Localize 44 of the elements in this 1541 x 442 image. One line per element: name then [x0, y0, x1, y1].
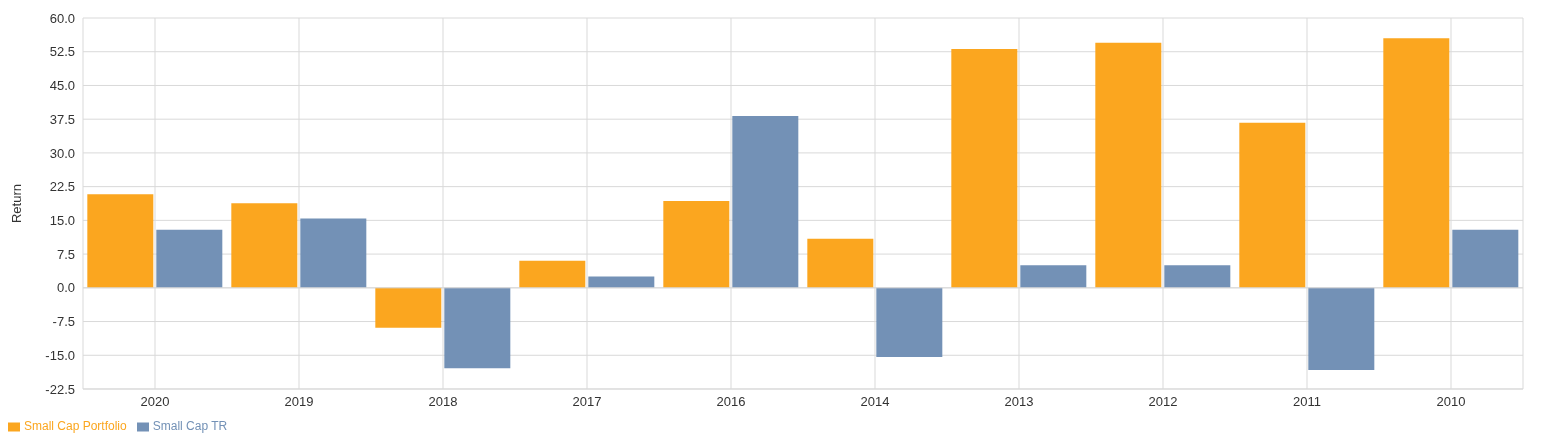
y-tick-label: 37.5: [49, 111, 75, 127]
bar: [231, 203, 298, 288]
x-tick-label: 2010: [1436, 394, 1466, 410]
bar: [732, 116, 799, 288]
bar: [1095, 42, 1162, 288]
x-tick-label: 2016: [716, 394, 746, 410]
bar: [375, 287, 442, 328]
y-tick-label: 60.0: [49, 10, 75, 26]
x-tick-label: 2012: [1148, 394, 1178, 410]
bar: [1308, 287, 1375, 371]
bar: [1239, 122, 1306, 288]
legend-label: Small Cap Portfolio: [24, 419, 127, 433]
x-tick-label: 2013: [1004, 394, 1034, 410]
bar: [951, 49, 1018, 288]
bar: [807, 238, 874, 288]
bar: [156, 229, 223, 288]
y-tick-label: 15.0: [49, 212, 75, 228]
x-tick-label: 2020: [140, 394, 170, 410]
legend-label: Small Cap TR: [152, 419, 228, 433]
y-tick-label: 0.0: [56, 280, 75, 296]
y-tick-label: -22.5: [45, 381, 75, 397]
bar: [300, 218, 367, 288]
x-tick-label: 2011: [1293, 394, 1321, 410]
x-tick-label: 2014: [860, 394, 890, 410]
bar: [663, 201, 730, 288]
bar: [444, 287, 511, 369]
bar: [876, 287, 943, 358]
y-tick-label: 45.0: [49, 78, 75, 94]
bar: [1452, 229, 1519, 288]
y-axis-title: Return: [8, 183, 24, 224]
bar: [519, 260, 586, 288]
y-tick-label: -7.5: [52, 314, 75, 330]
x-tick-label: 2018: [428, 394, 458, 410]
bar: [87, 194, 154, 288]
x-tick-label: 2019: [284, 394, 314, 410]
y-tick-label: 52.5: [49, 44, 75, 60]
bar: [1383, 38, 1450, 288]
x-tick-label: 2017: [572, 394, 602, 410]
bar: [1020, 265, 1087, 288]
y-tick-label: -15.0: [45, 347, 75, 363]
y-tick-label: 7.5: [56, 246, 75, 262]
y-tick-label: 22.5: [49, 179, 75, 195]
y-tick-label: 30.0: [49, 145, 75, 161]
bar: [1164, 265, 1231, 288]
